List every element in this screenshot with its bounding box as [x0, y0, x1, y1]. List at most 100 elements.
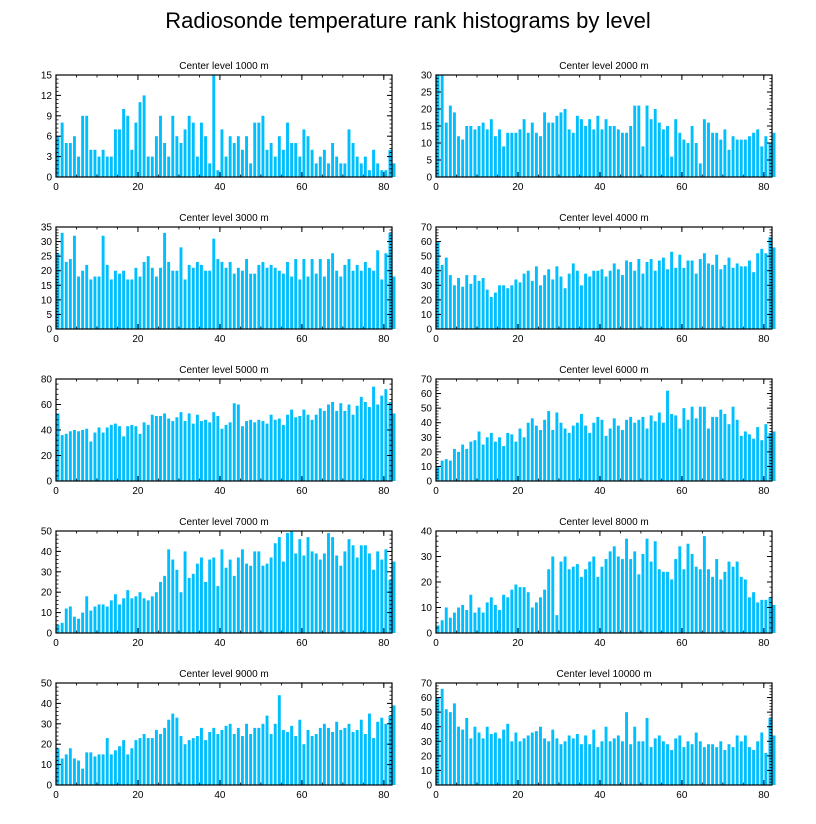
bar: [68, 259, 72, 329]
bar: [477, 732, 481, 785]
bar: [702, 536, 706, 633]
bar: [604, 276, 608, 329]
bar: [616, 269, 620, 329]
x-tick-label: 0: [433, 182, 439, 193]
bar: [388, 149, 392, 177]
bar: [551, 122, 555, 177]
bar: [711, 744, 715, 785]
bar: [318, 156, 322, 177]
bar: [118, 273, 121, 329]
bar: [261, 565, 265, 633]
bar: [269, 414, 273, 481]
bar: [269, 557, 273, 633]
bar: [85, 596, 89, 633]
bar: [118, 604, 121, 633]
y-tick-label: 15: [421, 122, 433, 133]
panel-title: Center level 10000 m: [556, 669, 651, 680]
bar: [359, 270, 363, 329]
bar: [727, 424, 731, 481]
bar: [506, 288, 510, 329]
bar: [612, 126, 616, 177]
x-tick-label: 80: [758, 790, 770, 801]
bar: [731, 747, 735, 785]
bar: [331, 731, 335, 785]
bar: [286, 414, 289, 481]
bar: [547, 122, 551, 177]
bar: [518, 129, 522, 177]
bar: [232, 734, 236, 785]
bar: [68, 606, 72, 633]
y-tick-label: 20: [41, 740, 53, 751]
bar: [584, 425, 588, 481]
bar: [707, 744, 710, 785]
bar: [253, 273, 257, 329]
bar: [228, 136, 232, 177]
y-tick-label: 30: [421, 552, 433, 563]
bar: [645, 717, 649, 785]
bar: [138, 592, 142, 633]
y-tick-label: 30: [421, 737, 433, 748]
bar: [179, 592, 183, 633]
bar: [56, 413, 60, 481]
bar: [485, 289, 489, 329]
bar: [261, 115, 265, 177]
bar: [596, 270, 600, 329]
plot-frame: [55, 74, 393, 178]
bar: [113, 594, 117, 633]
bar: [510, 132, 514, 177]
bar: [584, 273, 588, 329]
bar: [343, 551, 347, 633]
bar: [715, 416, 719, 481]
x-tick-label: 80: [758, 182, 770, 193]
bar: [596, 416, 600, 481]
bar: [559, 276, 563, 329]
bar: [735, 263, 739, 329]
y-tick-label: 0: [426, 477, 432, 488]
y-tick-label: 0: [426, 325, 432, 336]
panel-title: Center level 7000 m: [179, 517, 269, 528]
x-tick-label: 20: [132, 790, 144, 801]
x-tick-label: 60: [676, 182, 688, 193]
bar: [372, 569, 376, 633]
bar: [539, 597, 542, 633]
bar: [530, 418, 534, 481]
bar: [616, 556, 620, 633]
bar: [68, 431, 72, 481]
bar: [498, 129, 501, 177]
bar: [240, 426, 244, 481]
x-tick-label: 60: [296, 486, 308, 497]
bar: [310, 736, 314, 785]
bar: [457, 451, 460, 481]
bar: [363, 401, 367, 481]
bar: [567, 129, 571, 177]
bar: [380, 395, 384, 481]
bar: [485, 437, 489, 481]
bar: [204, 419, 208, 481]
bar: [674, 415, 678, 481]
bar: [204, 582, 208, 633]
bar: [620, 132, 624, 177]
bar: [134, 596, 138, 633]
bar: [772, 247, 776, 329]
bar: [351, 731, 355, 785]
y-tick-label: 40: [421, 722, 433, 733]
bar: [539, 726, 542, 785]
bar: [559, 112, 563, 177]
bar: [575, 270, 579, 329]
bar: [625, 260, 628, 329]
bar: [551, 556, 555, 633]
bar: [359, 163, 363, 177]
y-tick-label: 5: [46, 310, 52, 321]
x-tick-label: 20: [132, 638, 144, 649]
y-tick-label: 60: [421, 389, 433, 400]
bar: [154, 415, 158, 481]
bar: [277, 695, 281, 785]
bar: [380, 717, 384, 785]
bar: [653, 541, 657, 633]
bar: [195, 563, 199, 633]
bar: [502, 146, 506, 177]
bar: [764, 752, 768, 785]
bar: [686, 741, 690, 785]
bar: [690, 126, 694, 177]
bar: [559, 561, 563, 633]
